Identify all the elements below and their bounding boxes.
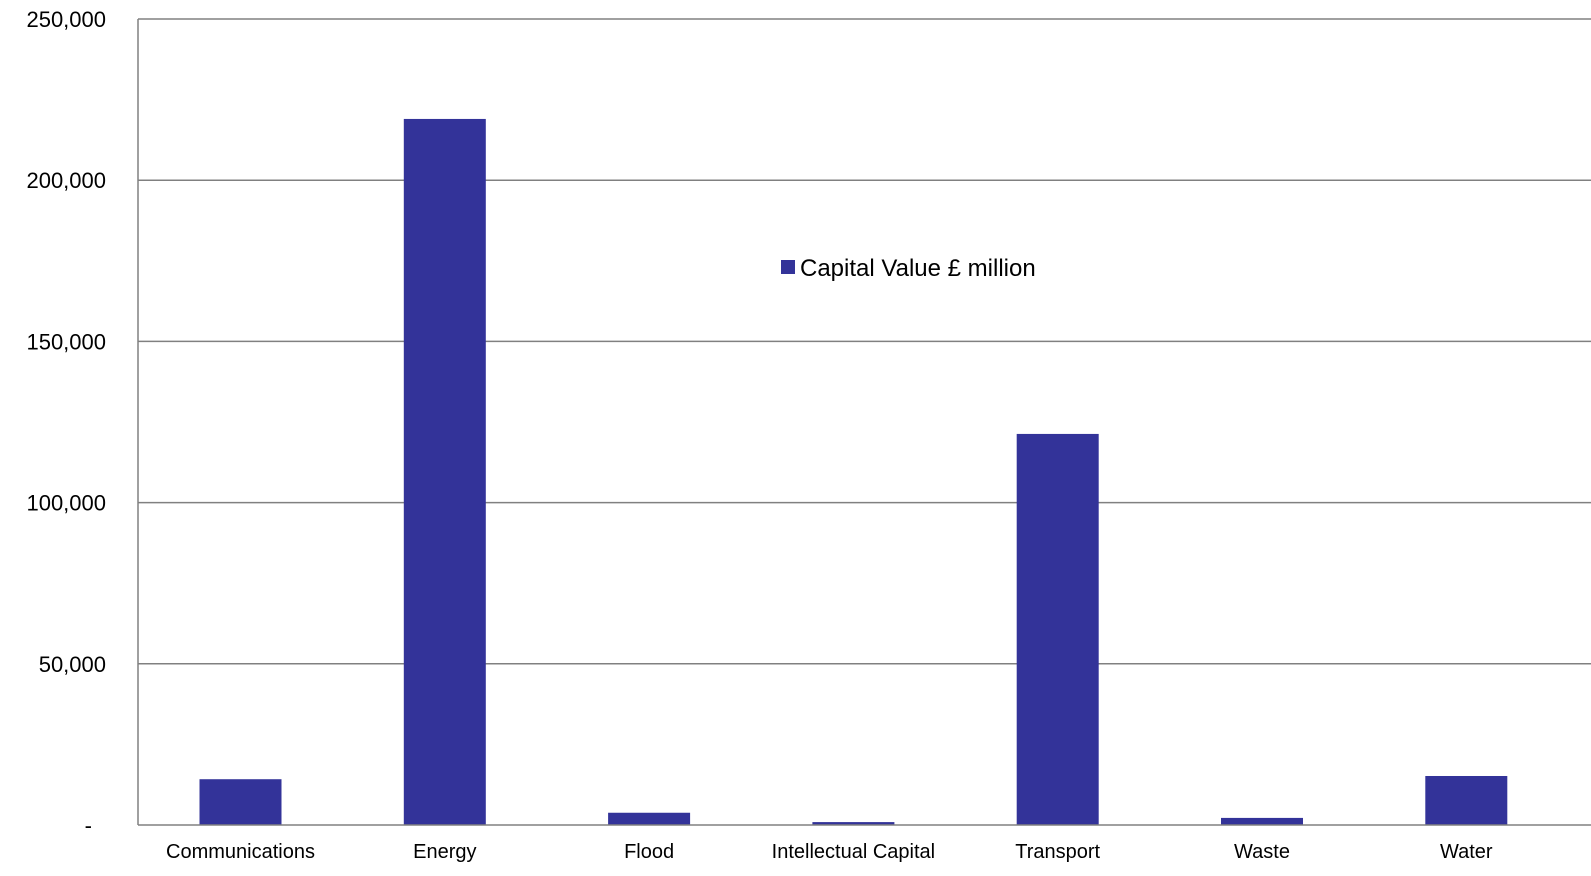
- x-category-label: Flood: [624, 841, 674, 863]
- y-axis-tick-labels: - 50,000 100,000 150,000 200,000 250,000: [26, 7, 106, 838]
- bar-water: [1425, 775, 1508, 825]
- x-category-label: Communications: [166, 841, 315, 863]
- legend: Capital Value £ million: [781, 255, 1036, 282]
- legend-swatch: [781, 260, 795, 274]
- bar-intellectual-capital: [812, 822, 895, 825]
- bar-transport: [1016, 433, 1099, 825]
- y-tick-label: 250,000: [26, 7, 106, 32]
- bar-waste: [1221, 817, 1303, 825]
- y-tick-label: 50,000: [39, 652, 106, 677]
- x-category-label: Energy: [413, 841, 476, 863]
- y-tick-label: 150,000: [26, 329, 106, 354]
- x-category-label: Intellectual Capital: [772, 841, 935, 863]
- x-category-label: Transport: [1015, 841, 1100, 863]
- legend-label: Capital Value £ million: [800, 255, 1036, 282]
- bar-communications: [199, 779, 282, 825]
- y-tick-label: -: [85, 813, 92, 838]
- y-tick-label: 100,000: [26, 491, 106, 516]
- x-category-label: Waste: [1234, 841, 1290, 863]
- gridlines: [138, 18, 1591, 665]
- y-tick-label: 200,000: [26, 168, 106, 193]
- bar-flood: [608, 812, 691, 825]
- bars: [199, 118, 1508, 826]
- x-category-label: Water: [1440, 841, 1493, 863]
- x-axis-category-labels: Communications Energy Flood Intellectual Ca…: [166, 841, 1493, 863]
- bar-energy: [403, 118, 486, 826]
